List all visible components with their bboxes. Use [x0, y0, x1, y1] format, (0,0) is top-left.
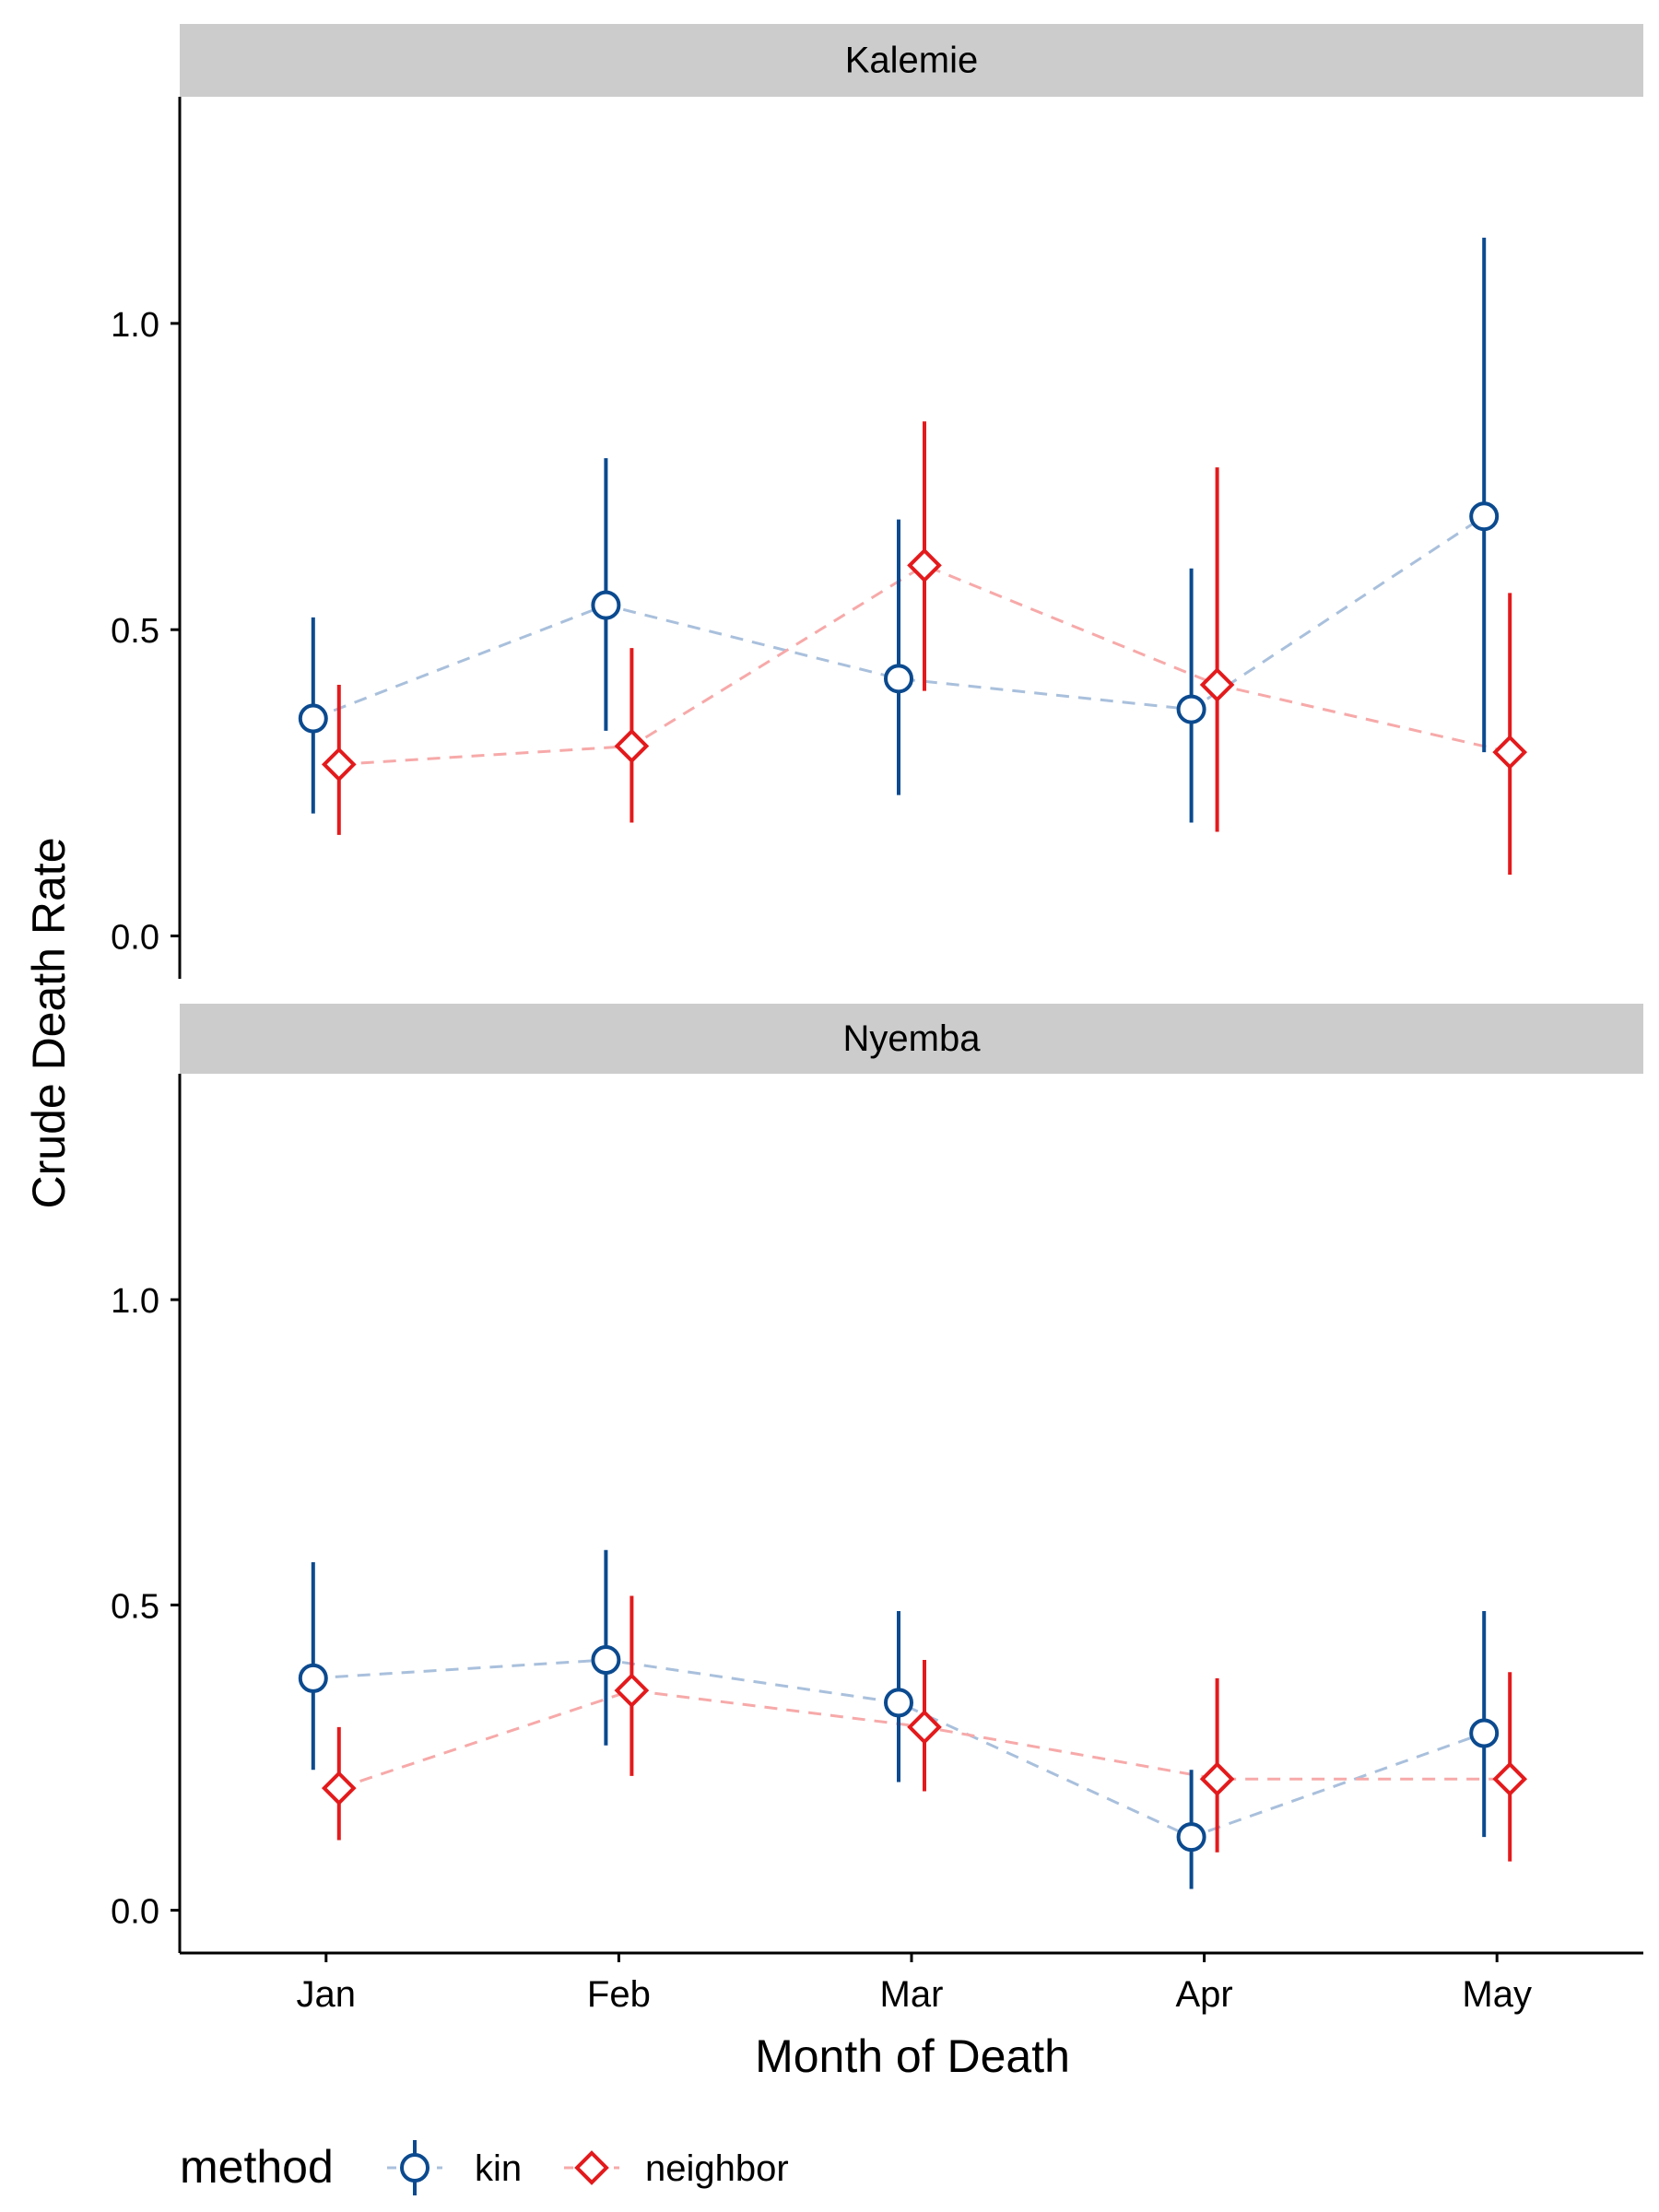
facet-strip	[180, 1004, 1643, 1074]
facet-panel-kalemie: Kalemie 0.0 0.5 1.0	[111, 24, 1643, 979]
y-tick-label: 0.0	[111, 1893, 159, 1932]
x-tick-label: Feb	[587, 1974, 651, 2015]
x-tick-label: May	[1462, 1974, 1532, 2015]
data-point-neighbor	[614, 728, 650, 764]
data-point-neighbor	[614, 1673, 650, 1708]
data-point-neighbor	[1492, 735, 1528, 770]
facet-panel-nyemba: Nyemba 0.0 0.5 1.0 Jan Feb Mar Apr May	[111, 1004, 1643, 2015]
x-tick-label: Jan	[297, 1974, 357, 2015]
data-point-kin	[1176, 694, 1206, 724]
data-point-neighbor	[1199, 667, 1235, 702]
data-point-neighbor	[907, 547, 942, 583]
x-axis-title: Month of Death	[755, 2030, 1070, 2082]
data-point-kin	[884, 664, 913, 694]
x-tick-label: Mar	[880, 1974, 944, 2015]
facet-strip-label: Kalemie	[845, 41, 979, 81]
y-tick-label: 0.0	[111, 918, 159, 957]
legend-label: neighbor	[645, 2148, 789, 2189]
data-point-neighbor	[1199, 1761, 1235, 1797]
data-point-kin	[1469, 501, 1500, 532]
data-point-kin	[884, 1688, 913, 1718]
legend-key-marker	[400, 2153, 429, 2183]
facet-strip-label: Nyemba	[843, 1018, 982, 1059]
y-tick-label: 0.5	[111, 1587, 159, 1626]
y-tick-label: 1.0	[111, 306, 159, 345]
legend-item-kin: kin	[387, 2140, 522, 2195]
x-tick-label: Apr	[1175, 1974, 1232, 2015]
legend: method kin neighbor	[180, 2140, 789, 2195]
y-tick-label: 1.0	[111, 1282, 159, 1321]
facet-strip	[180, 24, 1643, 97]
y-tick-label: 0.5	[111, 612, 159, 651]
data-point-kin	[298, 703, 328, 734]
data-point-kin	[298, 1663, 328, 1693]
data-point-kin	[1469, 1718, 1500, 1748]
data-point-neighbor	[1492, 1761, 1528, 1797]
data-point-kin	[591, 1645, 621, 1675]
legend-title: method	[180, 2141, 334, 2193]
legend-item-neighbor: neighbor	[564, 2148, 789, 2189]
data-point-neighbor	[321, 747, 357, 782]
data-point-neighbor	[321, 1771, 357, 1806]
legend-key-marker	[574, 2150, 609, 2185]
data-point-kin	[1176, 1822, 1206, 1853]
data-point-kin	[591, 590, 621, 620]
series-line-kin	[312, 514, 1486, 720]
data-point-neighbor	[907, 1710, 942, 1745]
y-axis-title: Crude Death Rate	[23, 837, 75, 1208]
legend-label: kin	[475, 2148, 522, 2189]
